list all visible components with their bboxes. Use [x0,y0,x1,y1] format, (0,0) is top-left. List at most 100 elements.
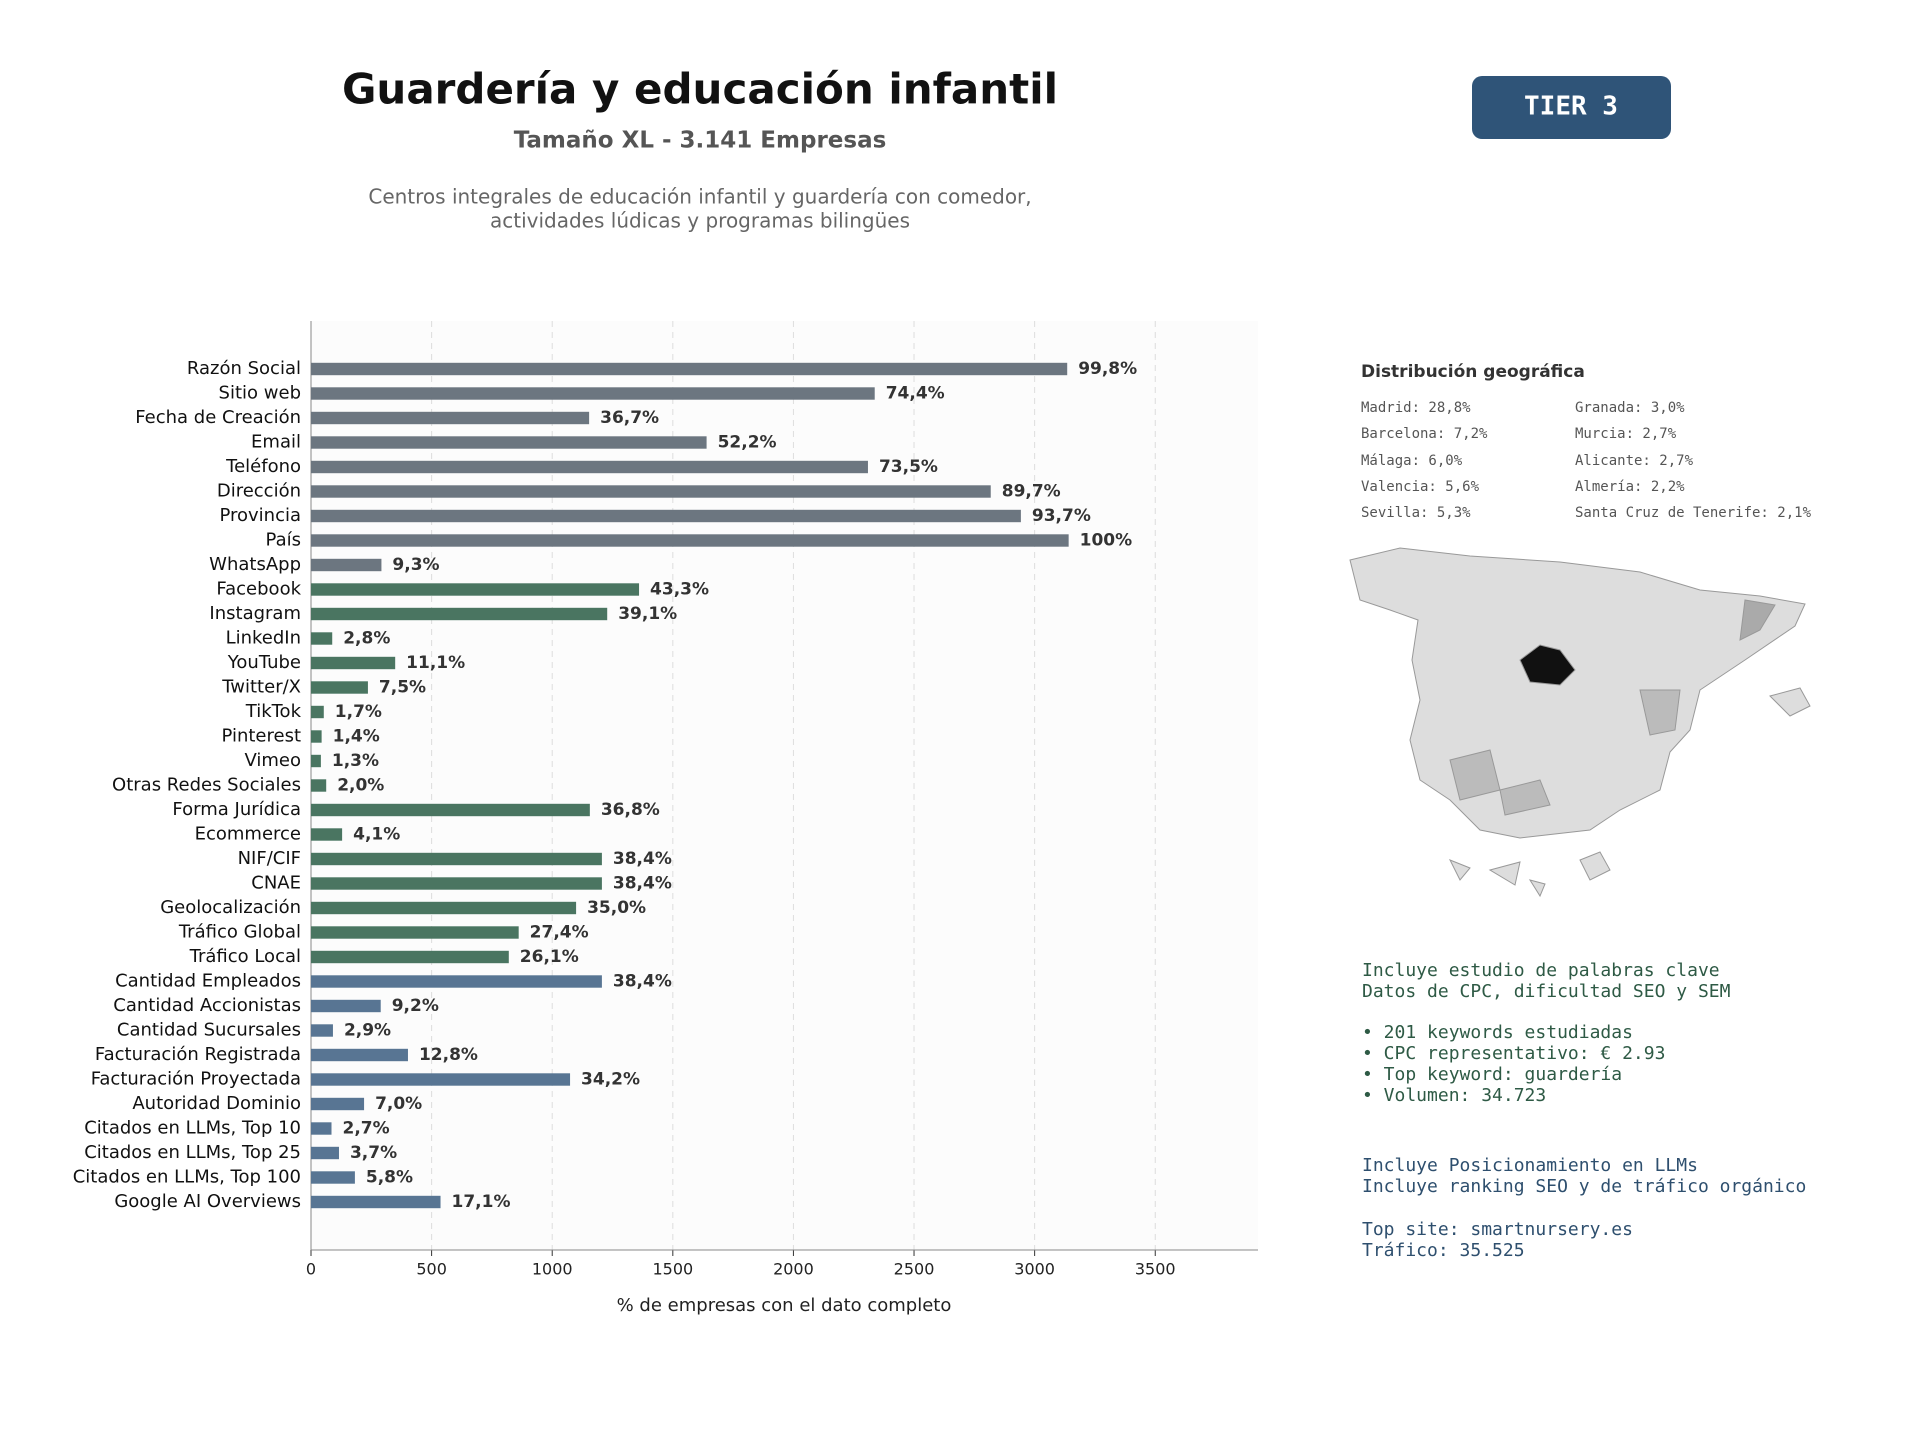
y-tick-label: Ecommerce [195,824,301,845]
bar [311,387,875,400]
value-label: 34,2% [581,1070,640,1090]
value-label: 2,0% [337,776,384,796]
description: Centros integrales de educación infantil… [368,185,1031,209]
bar [311,999,381,1013]
bar [311,509,1021,523]
value-label: 89,7% [1002,482,1061,502]
y-tick-label: Instagram [209,603,301,624]
bar [311,1024,333,1037]
bar [311,754,321,768]
value-label: 2,8% [343,629,390,649]
bar [311,730,322,743]
bar [311,460,868,474]
x-tick-label: 3000 [1014,1260,1055,1279]
map-barcelona [1739,599,1776,641]
info-line: Incluye estudio de palabras clave [1362,960,1720,981]
title: Guardería y educación infantil [342,65,1058,114]
y-tick-label: Twitter/X [221,677,301,698]
y-tick-label: TikTok [245,701,302,722]
y-tick-label: Tráfico Local [189,946,301,967]
map [1349,547,1811,898]
x-tick-label: 2500 [894,1260,935,1279]
value-label: 73,5% [879,457,938,477]
bar [311,803,590,817]
bar [311,436,707,449]
value-label: 93,7% [1032,506,1091,526]
y-tick-label: Email [251,432,301,453]
value-label: 2,7% [343,1119,390,1139]
value-label: 36,7% [600,408,659,428]
x-tick-label: 0 [306,1260,316,1279]
map-baleares [1769,687,1811,717]
value-label: 35,0% [587,898,646,918]
subtitle: Tamaño XL - 3.141 Empresas [514,128,887,154]
badge [1472,76,1671,139]
info-line: Top site: smartnursery.es [1362,1219,1633,1240]
value-label: 2,9% [344,1021,391,1041]
bar [311,411,590,425]
value-label: 17,1% [452,1192,511,1212]
value-label: 4,1% [353,825,400,845]
y-tick-label: Provincia [219,505,301,526]
map-madrid [1519,644,1576,686]
y-tick-label: Citados en LLMs, Top 25 [84,1142,301,1163]
info-line: Incluye Posicionamiento en LLMs [1362,1155,1698,1176]
info-line: Incluye ranking SEO y de tráfico orgánic… [1362,1176,1806,1197]
x-axis-label: % de empresas con el dato completo [617,1295,952,1316]
value-label: 12,8% [419,1045,478,1065]
info-line: • Top keyword: guardería [1362,1064,1622,1085]
y-tick-label: Cantidad Accionistas [113,995,301,1016]
value-label: 9,3% [392,555,439,575]
bar [311,583,640,596]
value-label: 7,5% [379,678,426,698]
map-canarias [1448,851,1611,898]
value-label: 43,3% [650,580,709,600]
value-label: 9,2% [392,996,439,1016]
value-label: 26,1% [520,947,579,967]
value-label: 74,4% [886,384,945,404]
y-tick-label: Otras Redes Sociales [112,775,301,796]
info-line: Tráfico: 35.525 [1362,1240,1525,1261]
y-tick-label: Sitio web [219,383,301,404]
bar [311,362,1068,376]
value-label: 1,4% [333,727,380,747]
bar [311,705,324,719]
value-label: 5,8% [366,1168,413,1188]
y-tick-label: Dirección [217,481,301,502]
info-line: • 201 keywords estudiadas [1362,1022,1633,1043]
geo-item: Almería: 2,2% [1575,479,1685,495]
value-label: 38,4% [613,849,672,869]
value-label: 39,1% [618,604,677,624]
geo-item: Granada: 3,0% [1575,400,1685,416]
info-line: • Volumen: 34.723 [1362,1085,1546,1106]
y-tick-label: Citados en LLMs, Top 10 [84,1118,301,1139]
bar [311,779,327,792]
value-label: 3,7% [350,1143,397,1163]
bar [311,1146,339,1160]
value-label: 27,4% [530,923,589,943]
y-tick-label: Cantidad Empleados [115,971,301,992]
value-label: 52,2% [718,433,777,453]
bar [311,558,382,572]
map-valencia [1639,689,1681,736]
geo-item: Alicante: 2,7% [1575,453,1694,469]
y-tick-label: LinkedIn [226,628,301,649]
bar [311,485,991,498]
y-tick-label: País [266,530,301,551]
y-tick-label: YouTube [227,652,301,673]
y-tick-label: Google AI Overviews [114,1191,301,1212]
value-label: 99,8% [1078,359,1137,379]
bar [311,877,602,890]
value-label: 1,3% [332,751,379,771]
value-label: 100% [1080,531,1133,551]
value-label: 11,1% [406,653,465,673]
bar [311,534,1069,547]
x-tick-label: 1000 [532,1260,573,1279]
y-tick-label: Facebook [216,579,301,600]
value-label: 36,8% [601,800,660,820]
geo-item: Barcelona: 7,2% [1361,426,1488,442]
y-tick-label: NIF/CIF [238,848,301,869]
y-tick-label: Cantidad Sucursales [117,1020,301,1041]
value-label: 7,0% [375,1094,422,1114]
